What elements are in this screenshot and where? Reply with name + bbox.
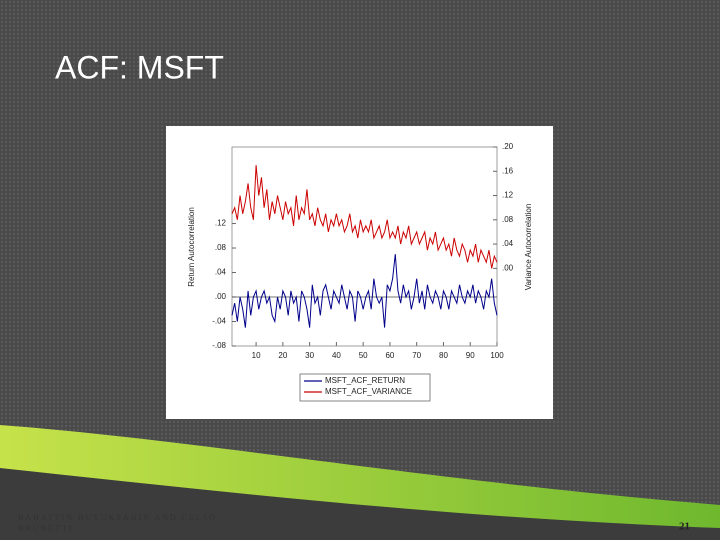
- x-tick-label: 80: [439, 351, 448, 360]
- x-tick-label: 70: [412, 351, 421, 360]
- y-tick-label: .12: [215, 219, 227, 228]
- y2-tick-label: .16: [502, 166, 514, 175]
- x-tick-label: 40: [332, 351, 341, 360]
- y-tick-label: .08: [215, 243, 227, 252]
- series-line: [231, 254, 498, 328]
- chart-panel: [166, 126, 553, 419]
- x-tick-label: 90: [466, 351, 475, 360]
- series-line: [231, 165, 498, 269]
- x-tick-label: 100: [490, 351, 504, 360]
- y-tick-label: .04: [215, 268, 227, 277]
- x-tick-label: 50: [359, 351, 368, 360]
- wave-dark: [0, 468, 720, 540]
- y2-tick-label: .04: [502, 239, 514, 248]
- y-tick-label: -.04: [212, 317, 226, 326]
- legend-label: MSFT_ACF_RETURN: [325, 376, 405, 385]
- y2-tick-label: .12: [502, 191, 514, 200]
- x-tick-label: 10: [252, 351, 261, 360]
- legend-label: MSFT_ACF_VARIANCE: [325, 387, 412, 396]
- y2-tick-label: .20: [502, 142, 514, 151]
- slide-title: ACF: MSFT: [55, 49, 224, 85]
- y-axis-title: Return Autocorrelation: [187, 207, 196, 287]
- y-tick-label: .00: [215, 292, 227, 301]
- y-tick-label: -.08: [212, 341, 226, 350]
- x-tick-label: 60: [385, 351, 394, 360]
- y2-axis-title: Variance Autocorrelation: [524, 204, 533, 291]
- x-tick-label: 30: [305, 351, 314, 360]
- x-tick-label: 20: [278, 351, 287, 360]
- y2-tick-label: .08: [502, 215, 514, 224]
- footer: BAHATTIN BUYUKSAHIN AND CELSO BRUNETTI: [18, 513, 218, 533]
- y2-tick-label: .00: [502, 263, 514, 272]
- page-number: 21: [679, 521, 690, 533]
- plot-frame: [231, 146, 498, 347]
- legend: [299, 373, 431, 402]
